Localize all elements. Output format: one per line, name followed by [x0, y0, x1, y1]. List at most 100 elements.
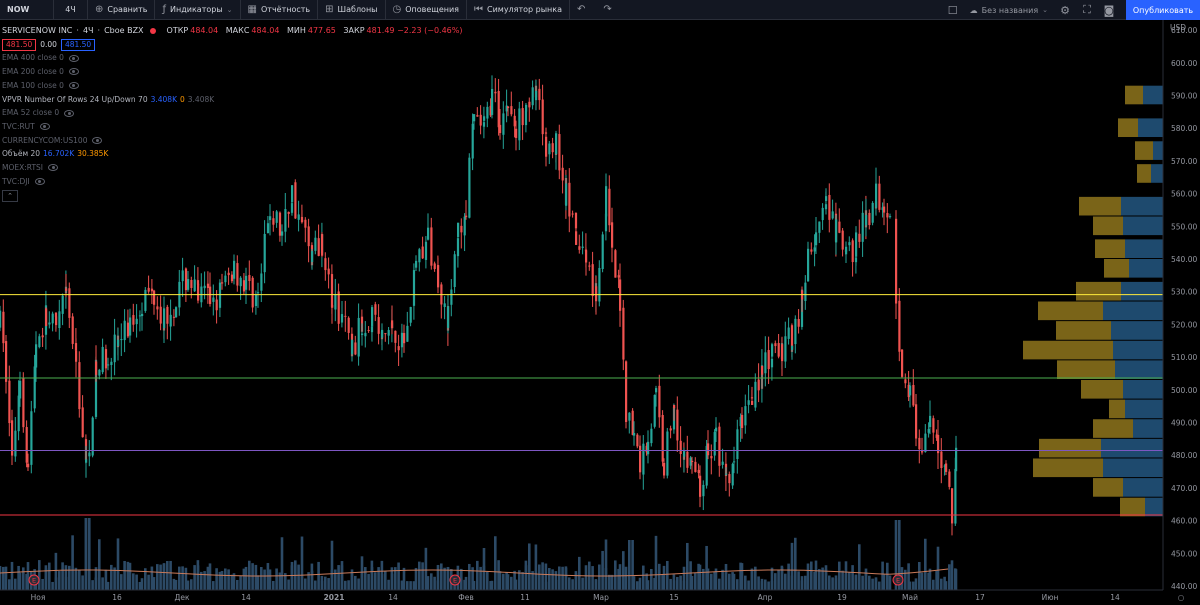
volume-bar: [232, 573, 236, 590]
indicator-row[interactable]: EMA 100 close 0: [2, 79, 467, 93]
undo-button[interactable]: ↶: [570, 0, 596, 20]
candle-body: [945, 463, 948, 472]
earnings-marker[interactable]: E: [892, 574, 904, 586]
volume-bar: [558, 566, 561, 590]
eye-icon[interactable]: [68, 54, 79, 62]
eye-icon[interactable]: [64, 109, 75, 117]
candle-body: [673, 405, 676, 409]
indicator-row[interactable]: EMA 52 close 0: [2, 106, 467, 120]
volume-bar: [172, 578, 176, 590]
volume-bar: [505, 571, 508, 590]
indicator-row[interactable]: Объём 20 16.702K 30.385K: [2, 147, 467, 161]
volume-bar: [275, 568, 278, 590]
candle-body: [266, 223, 270, 234]
earnings-marker[interactable]: E: [28, 574, 40, 586]
legend-title-row[interactable]: SERVICENOW INC · 4Ч · Cboe BZX ОТКР 484.0…: [2, 24, 467, 38]
collapse-legend-button[interactable]: ⌃: [2, 190, 18, 203]
price-level[interactable]: 503.60: [0, 372, 1199, 385]
candle: [855, 226, 858, 266]
candle-body: [304, 219, 307, 228]
candle: [889, 213, 892, 219]
volume-bar: [443, 567, 446, 590]
candle: [281, 224, 284, 246]
candle-body: [875, 183, 878, 208]
replay-button[interactable]: ⏮ Симулятор рынка: [467, 0, 571, 20]
candle: [699, 465, 702, 508]
gear-icon[interactable]: ○: [1178, 593, 1185, 602]
legend-title: SERVICENOW INC: [2, 26, 73, 35]
snapshot-button[interactable]: ◙: [1098, 0, 1120, 20]
volume-bar: [297, 564, 300, 590]
eye-icon[interactable]: [68, 82, 79, 90]
volume-bar: [320, 580, 324, 590]
indicator-row[interactable]: EMA 200 close 0: [2, 65, 467, 79]
candle-body: [113, 334, 116, 363]
vp-up-bar: [1103, 458, 1163, 478]
fullscreen-button[interactable]: ⛶: [1076, 0, 1098, 20]
volume-bar: [317, 561, 320, 590]
volume-bar: [364, 567, 367, 590]
volume-bar: [174, 579, 178, 590]
candle-body: [868, 212, 871, 226]
candle: [636, 433, 639, 449]
buy-price-button[interactable]: 481.50: [60, 38, 96, 51]
horizontal-levels[interactable]: 529.11503.60481.42461.70: [0, 288, 1199, 522]
candle: [387, 327, 390, 345]
settings-button[interactable]: ⚙: [1054, 0, 1076, 20]
price-axis[interactable]: 610.00 600.00 590.00 580.00 570.00 560.00 550.…: [1162, 20, 1200, 591]
vp-down-bar: [1135, 141, 1153, 160]
indicator-row[interactable]: EMA 400 close 0: [2, 51, 467, 65]
redo-button[interactable]: ↷: [596, 0, 622, 20]
indicator-row[interactable]: TVC:DJI: [2, 175, 467, 189]
candle: [707, 430, 710, 460]
layout-name-button[interactable]: ☁ Без названия ⌄: [964, 0, 1054, 20]
eye-icon[interactable]: [68, 68, 79, 76]
candle: [278, 211, 282, 242]
candle-body: [771, 344, 774, 357]
candle: [545, 127, 548, 167]
templates-button[interactable]: ⊞ Шаблоны: [318, 0, 386, 20]
indicator-row[interactable]: VPVR Number Of Rows 24 Up/Down 70 3.408K 0…: [2, 93, 467, 107]
volume-bar: [584, 565, 588, 590]
candle-body: [886, 213, 889, 218]
interval-button[interactable]: 4Ч: [54, 0, 88, 20]
square-icon: ☐: [947, 3, 958, 17]
earnings-button[interactable]: ▦ Отчётность: [241, 0, 319, 20]
sell-price-button[interactable]: 481.50: [2, 38, 37, 51]
candle: [427, 213, 430, 241]
candle-body: [144, 289, 147, 311]
candle-body: [904, 379, 907, 384]
volume-bar: [689, 561, 692, 590]
volume-bar: [618, 564, 622, 590]
candle-body: [230, 274, 234, 282]
price-level[interactable]: 461.70: [0, 509, 1199, 522]
eye-icon[interactable]: [34, 178, 45, 186]
candle: [807, 241, 810, 282]
volume-bar: [490, 580, 494, 590]
candle-body: [132, 315, 135, 325]
eye-icon[interactable]: [92, 136, 103, 144]
candle-body: [457, 222, 460, 238]
volume-bar: [554, 579, 558, 590]
time-axis[interactable]: Ноя 16 Дек 14 2021 14 Фев 11 Мар 15 Апр 19 Май 17 Июн 1…: [0, 589, 1185, 602]
alerts-button[interactable]: ◷ Оповещения: [386, 0, 467, 20]
indicators-button[interactable]: ƒ Индикаторы ⌄: [155, 0, 241, 20]
price-level[interactable]: 481.42: [0, 444, 1199, 457]
indicator-label: CURRENCYCOM:US100: [2, 135, 88, 145]
candle: [739, 413, 742, 442]
eye-icon[interactable]: [39, 123, 50, 131]
price-tick-label: 500.00: [1171, 386, 1197, 395]
volume-bar: [908, 581, 912, 590]
layout-toggle-button[interactable]: ☐: [942, 0, 964, 20]
volume-bar: [272, 580, 275, 590]
indicator-row[interactable]: MOEX:RTSI: [2, 161, 467, 175]
earnings-marker[interactable]: E: [449, 574, 461, 586]
publish-button[interactable]: Опубликовать: [1126, 0, 1200, 20]
eye-icon[interactable]: [48, 164, 58, 172]
compare-button[interactable]: ⊕ Сравнить: [88, 0, 156, 20]
indicator-row[interactable]: TVC:RUT: [2, 120, 467, 134]
symbol-search-button[interactable]: NOW: [0, 0, 54, 20]
indicator-row[interactable]: CURRENCYCOM:US100: [2, 134, 467, 148]
